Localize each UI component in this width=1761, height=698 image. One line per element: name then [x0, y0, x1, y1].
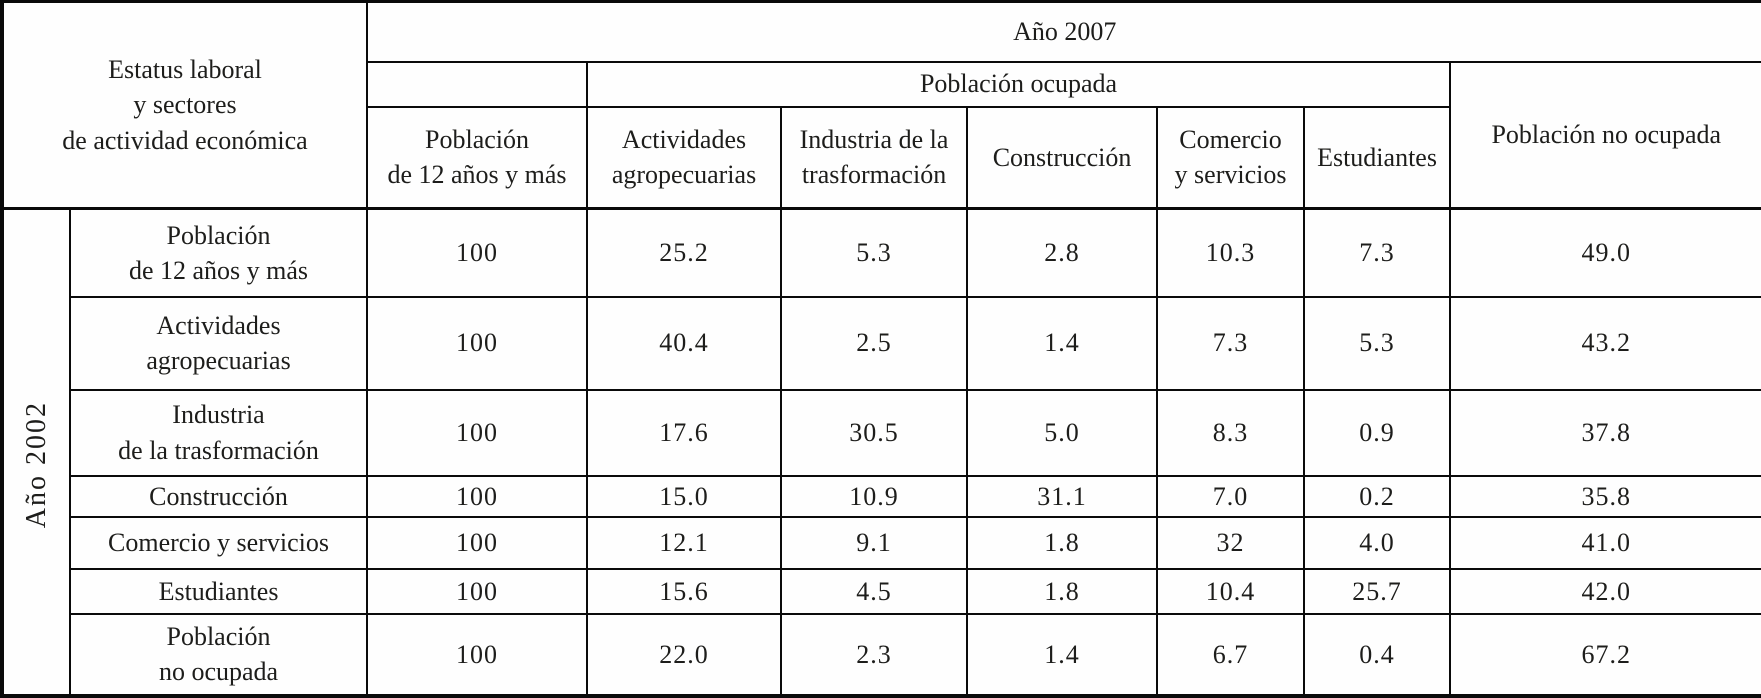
data-cell: 2.5 — [780, 295, 969, 391]
poblacion-no-ocupada-header: Población no ocupada — [1449, 60, 1761, 210]
data-cell: 5.3 — [780, 207, 969, 298]
data-cell: 4.5 — [780, 567, 969, 615]
data-cell: 9.1 — [780, 515, 969, 570]
data-cell: 100 — [366, 515, 589, 570]
data-cell: 12.1 — [586, 515, 783, 570]
data-cell: 40.4 — [586, 295, 783, 391]
data-cell: 7.3 — [1303, 207, 1452, 298]
data-cell: 1.4 — [966, 612, 1159, 698]
data-cell: 67.2 — [1449, 612, 1761, 698]
data-cell: 49.0 — [1449, 207, 1761, 298]
data-cell: 43.2 — [1449, 295, 1761, 391]
row-label-construccion: Construcción — [68, 474, 369, 518]
row-label-actividades: Actividades agropecuarias — [68, 295, 369, 391]
data-cell: 1.8 — [966, 567, 1159, 615]
data-cell: 100 — [366, 207, 589, 298]
row-label-industria: Industria de la trasformación — [68, 388, 369, 477]
poblacion-ocupada-header: Población ocupada — [586, 60, 1452, 108]
table-row: Comercio y servicios 100 12.1 9.1 1.8 32… — [2, 515, 1761, 570]
data-cell: 2.3 — [780, 612, 969, 698]
data-cell: 15.6 — [586, 567, 783, 615]
data-cell: 32 — [1156, 515, 1306, 570]
table-row: Año 2002 Población de 12 años y más 100 … — [1, 206, 1761, 698]
year-2002-vertical-text: Año 2002 — [20, 401, 52, 529]
data-cell: 15.0 — [586, 474, 783, 518]
year-2007-header: Año 2007 — [366, 0, 1761, 63]
data-cell: 5.0 — [966, 388, 1159, 477]
empty-header-cell — [366, 60, 589, 108]
row-label-estudiantes: Estudiantes — [68, 567, 369, 615]
col-header-poblacion-12: Población de 12 años y más — [366, 105, 589, 210]
data-cell: 25.2 — [586, 207, 783, 298]
col-header-industria: Industria de la trasformación — [780, 105, 969, 210]
data-cell: 2.8 — [966, 207, 1159, 298]
data-cell: 42.0 — [1449, 567, 1761, 615]
data-cell: 100 — [366, 474, 589, 518]
col-header-comercio: Comercio y servicios — [1156, 105, 1306, 210]
table-row: Actividades agropecuarias 100 40.4 2.5 1… — [2, 295, 1761, 391]
data-cell: 1.8 — [966, 515, 1159, 570]
col-header-estudiantes: Estudiantes — [1303, 105, 1452, 210]
row-label-comercio: Comercio y servicios — [68, 515, 369, 570]
data-cell: 100 — [366, 388, 589, 477]
data-cell: 22.0 — [586, 612, 783, 698]
col-header-construccion: Construcción — [966, 105, 1159, 210]
corner-header: Estatus laboral y sectores de actividad … — [0, 0, 369, 210]
row-label-poblacion-no-ocupada: Población no ocupada — [68, 612, 369, 698]
data-cell: 6.7 — [1156, 612, 1306, 698]
data-cell: 0.2 — [1303, 474, 1452, 518]
data-cell: 35.8 — [1449, 474, 1761, 518]
data-cell: 31.1 — [966, 474, 1159, 518]
data-cell: 30.5 — [780, 388, 969, 477]
data-cell: 25.7 — [1303, 567, 1452, 615]
data-cell: 10.9 — [780, 474, 969, 518]
data-cell: 100 — [366, 567, 589, 615]
data-cell: 0.4 — [1303, 612, 1452, 698]
data-cell: 100 — [366, 612, 589, 698]
data-cell: 7.0 — [1156, 474, 1306, 518]
data-cell: 10.3 — [1156, 207, 1306, 298]
data-cell: 100 — [366, 295, 589, 391]
data-cell: 0.9 — [1303, 388, 1452, 477]
table-row: Estudiantes 100 15.6 4.5 1.8 10.4 25.7 4… — [2, 567, 1761, 615]
data-cell: 1.4 — [966, 295, 1159, 391]
table-row: Industria de la trasformación 100 17.6 3… — [2, 388, 1761, 477]
data-cell: 41.0 — [1449, 515, 1761, 570]
data-cell: 7.3 — [1156, 295, 1306, 391]
data-cell: 10.4 — [1156, 567, 1306, 615]
table-row: Población no ocupada 100 22.0 2.3 1.4 6.… — [2, 612, 1761, 698]
data-cell: 17.6 — [586, 388, 783, 477]
year-2002-label: Año 2002 — [1, 206, 71, 698]
row-label-poblacion-12: Población de 12 años y más — [68, 207, 369, 298]
data-cell: 5.3 — [1303, 295, 1452, 391]
data-cell: 8.3 — [1156, 388, 1306, 477]
data-cell: 4.0 — [1303, 515, 1452, 570]
table-row: Construcción 100 15.0 10.9 31.1 7.0 0.2 … — [2, 474, 1761, 518]
data-cell: 37.8 — [1449, 388, 1761, 477]
col-header-actividades: Actividades agropecuarias — [586, 105, 783, 210]
